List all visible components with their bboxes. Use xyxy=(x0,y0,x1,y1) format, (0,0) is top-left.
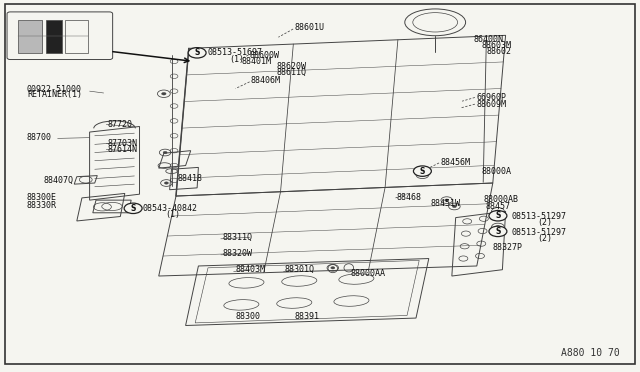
Text: 88301Q: 88301Q xyxy=(285,265,315,274)
Circle shape xyxy=(489,226,507,237)
Bar xyxy=(46,20,62,53)
Bar xyxy=(65,20,88,53)
Text: (1): (1) xyxy=(165,210,180,219)
Text: 88000AA: 88000AA xyxy=(351,269,386,278)
Text: 08513-51297: 08513-51297 xyxy=(512,212,567,221)
Text: (1): (1) xyxy=(229,55,244,64)
Circle shape xyxy=(161,92,166,95)
Text: 88407Q: 88407Q xyxy=(44,176,74,185)
Text: 88457: 88457 xyxy=(485,202,510,211)
Circle shape xyxy=(420,173,425,176)
Text: S: S xyxy=(131,204,136,213)
Text: 88603M: 88603M xyxy=(481,41,511,50)
Text: 00922-51000: 00922-51000 xyxy=(27,85,82,94)
Circle shape xyxy=(452,205,456,208)
Circle shape xyxy=(413,166,431,176)
Text: 88468: 88468 xyxy=(397,193,422,202)
Text: 88456M: 88456M xyxy=(440,158,470,167)
Text: S: S xyxy=(495,211,500,220)
Text: 87720: 87720 xyxy=(108,120,132,129)
Circle shape xyxy=(188,48,206,58)
Circle shape xyxy=(489,211,507,221)
Text: RETAINER(1): RETAINER(1) xyxy=(27,90,82,99)
Text: S: S xyxy=(420,167,425,176)
Text: 88320W: 88320W xyxy=(223,249,253,258)
Text: (2): (2) xyxy=(538,234,552,243)
Text: 88311Q: 88311Q xyxy=(223,233,253,242)
Text: 88601U: 88601U xyxy=(294,23,324,32)
Text: 88451W: 88451W xyxy=(430,199,460,208)
Text: S: S xyxy=(195,48,200,57)
Text: 08513-51297: 08513-51297 xyxy=(512,228,567,237)
Circle shape xyxy=(496,210,500,212)
Text: S: S xyxy=(495,227,500,236)
Text: 88000A: 88000A xyxy=(481,167,511,176)
Text: 88406M: 88406M xyxy=(251,76,281,85)
Text: 88403M: 88403M xyxy=(236,265,266,274)
Text: 88609M: 88609M xyxy=(477,100,507,109)
Text: 08543-40842: 08543-40842 xyxy=(142,204,197,213)
Text: 88330R: 88330R xyxy=(27,201,57,210)
Text: 86400N: 86400N xyxy=(474,35,504,44)
Circle shape xyxy=(124,203,142,214)
Text: 88700: 88700 xyxy=(27,133,52,142)
Circle shape xyxy=(445,199,449,201)
Circle shape xyxy=(496,225,500,228)
Text: 87614N: 87614N xyxy=(108,145,138,154)
Text: 88418: 88418 xyxy=(178,174,203,183)
Text: 88602: 88602 xyxy=(486,47,511,56)
Text: 87703N: 87703N xyxy=(108,139,138,148)
Circle shape xyxy=(331,267,335,269)
Text: 88327P: 88327P xyxy=(493,243,523,252)
Text: 88300E: 88300E xyxy=(27,193,57,202)
Circle shape xyxy=(164,182,168,184)
Text: 88401M: 88401M xyxy=(242,57,272,66)
Text: 88620W: 88620W xyxy=(276,62,307,71)
Text: 66960P: 66960P xyxy=(477,93,507,102)
Text: 88600W: 88600W xyxy=(250,51,280,60)
Bar xyxy=(18,20,42,53)
Text: 08513-51697: 08513-51697 xyxy=(208,48,263,57)
Text: 88611Q: 88611Q xyxy=(276,68,307,77)
Text: A880 10 70: A880 10 70 xyxy=(561,348,620,358)
Text: (2): (2) xyxy=(538,218,552,227)
Circle shape xyxy=(163,151,167,154)
Text: 88300: 88300 xyxy=(236,312,260,321)
Text: 88391: 88391 xyxy=(294,312,319,321)
Text: 88000AB: 88000AB xyxy=(483,195,518,203)
